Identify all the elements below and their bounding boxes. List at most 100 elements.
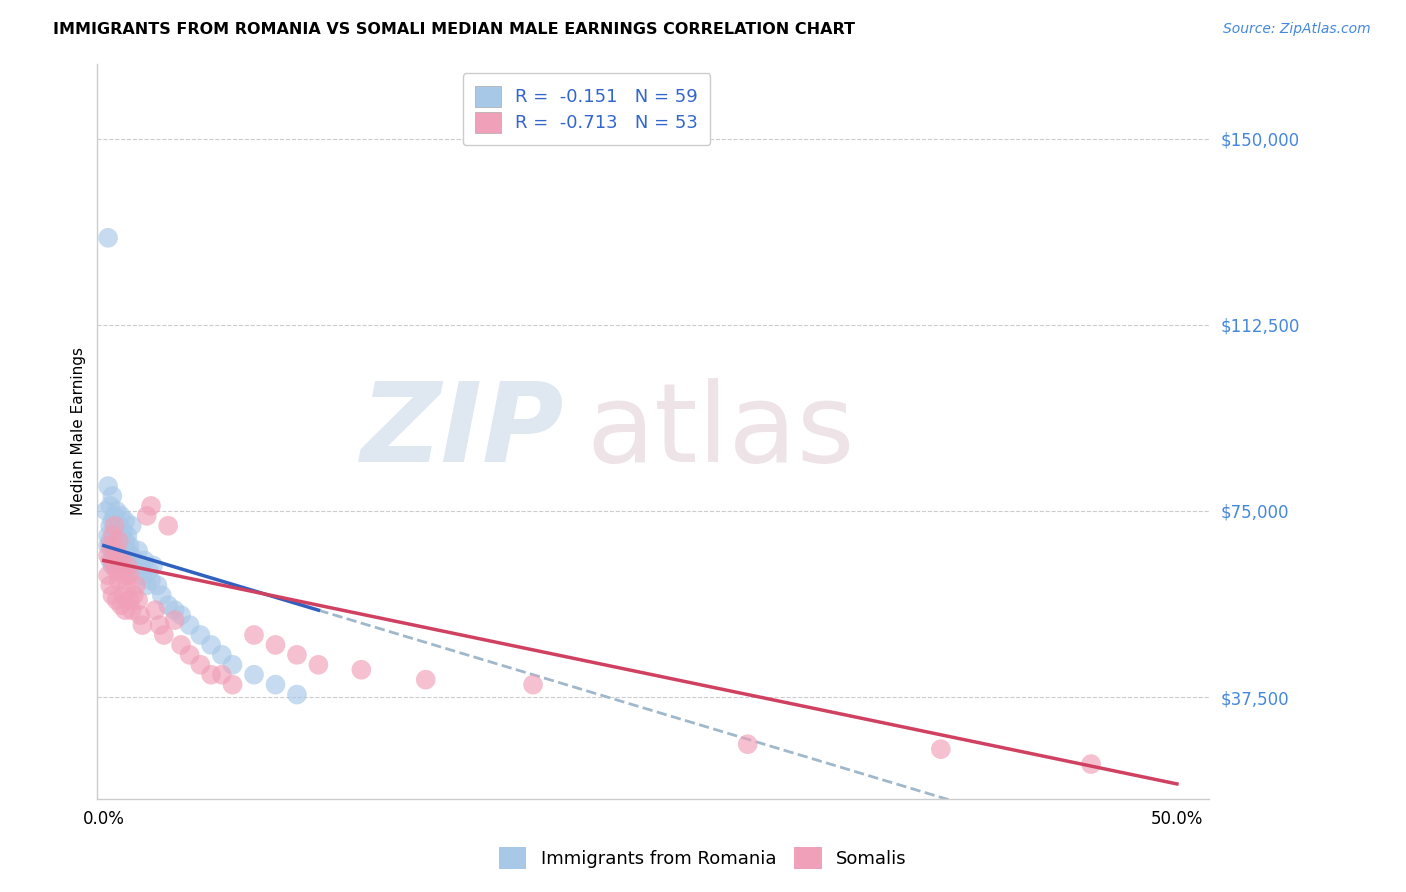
- Point: [350, 663, 373, 677]
- Text: ZIP: ZIP: [361, 378, 564, 485]
- Point: [146, 578, 169, 592]
- Point: [105, 504, 128, 518]
- Point: [98, 553, 121, 567]
- Point: [110, 529, 132, 543]
- Point: [190, 628, 212, 642]
- Point: [153, 628, 176, 642]
- Point: [97, 568, 120, 582]
- Point: [1080, 757, 1102, 772]
- Point: [94, 504, 117, 518]
- Point: [200, 638, 222, 652]
- Point: [170, 608, 193, 623]
- Point: [110, 543, 132, 558]
- Point: [117, 543, 139, 558]
- Point: [114, 533, 136, 548]
- Point: [179, 648, 201, 662]
- Point: [139, 499, 162, 513]
- Point: [114, 514, 136, 528]
- Point: [97, 479, 120, 493]
- Point: [737, 737, 759, 751]
- Point: [122, 553, 145, 567]
- Point: [211, 667, 233, 681]
- Point: [101, 489, 124, 503]
- Point: [163, 603, 186, 617]
- Point: [134, 553, 156, 567]
- Point: [118, 558, 141, 573]
- Point: [108, 533, 131, 548]
- Point: [127, 543, 149, 558]
- Point: [103, 529, 125, 543]
- Point: [522, 678, 544, 692]
- Point: [103, 558, 125, 573]
- Point: [101, 529, 124, 543]
- Point: [97, 529, 120, 543]
- Point: [129, 608, 152, 623]
- Point: [129, 558, 152, 573]
- Point: [150, 588, 173, 602]
- Point: [142, 558, 165, 573]
- Point: [117, 529, 139, 543]
- Point: [285, 648, 308, 662]
- Point: [97, 231, 120, 245]
- Point: [110, 508, 132, 523]
- Point: [163, 613, 186, 627]
- Point: [112, 588, 135, 602]
- Point: [143, 603, 166, 617]
- Point: [101, 588, 124, 602]
- Point: [97, 539, 120, 553]
- Point: [243, 628, 266, 642]
- Point: [98, 539, 121, 553]
- Point: [131, 618, 153, 632]
- Point: [97, 549, 120, 563]
- Point: [221, 678, 243, 692]
- Point: [101, 553, 124, 567]
- Point: [112, 564, 135, 578]
- Point: [112, 524, 135, 538]
- Point: [221, 657, 243, 672]
- Point: [101, 558, 124, 573]
- Point: [103, 549, 125, 563]
- Point: [110, 598, 132, 612]
- Point: [264, 638, 287, 652]
- Point: [108, 553, 131, 567]
- Point: [121, 603, 143, 617]
- Point: [98, 533, 121, 548]
- Point: [118, 539, 141, 553]
- Point: [190, 657, 212, 672]
- Point: [285, 688, 308, 702]
- Point: [98, 518, 121, 533]
- Point: [108, 574, 131, 588]
- Point: [179, 618, 201, 632]
- Point: [105, 524, 128, 538]
- Text: IMMIGRANTS FROM ROMANIA VS SOMALI MEDIAN MALE EARNINGS CORRELATION CHART: IMMIGRANTS FROM ROMANIA VS SOMALI MEDIAN…: [53, 22, 855, 37]
- Point: [127, 593, 149, 607]
- Point: [105, 539, 128, 553]
- Point: [101, 543, 124, 558]
- Legend: Immigrants from Romania, Somalis: Immigrants from Romania, Somalis: [491, 838, 915, 879]
- Text: atlas: atlas: [586, 378, 855, 485]
- Point: [125, 578, 148, 592]
- Point: [135, 578, 157, 592]
- Point: [121, 518, 143, 533]
- Point: [98, 578, 121, 592]
- Point: [118, 568, 141, 582]
- Point: [114, 603, 136, 617]
- Legend: R =  -0.151   N = 59, R =  -0.713   N = 53: R = -0.151 N = 59, R = -0.713 N = 53: [463, 73, 710, 145]
- Point: [117, 558, 139, 573]
- Point: [103, 508, 125, 523]
- Point: [200, 667, 222, 681]
- Point: [135, 508, 157, 523]
- Point: [170, 638, 193, 652]
- Point: [110, 553, 132, 567]
- Point: [929, 742, 952, 756]
- Point: [108, 518, 131, 533]
- Point: [105, 564, 128, 578]
- Point: [114, 553, 136, 567]
- Text: Source: ZipAtlas.com: Source: ZipAtlas.com: [1223, 22, 1371, 37]
- Point: [122, 588, 145, 602]
- Point: [125, 564, 148, 578]
- Point: [211, 648, 233, 662]
- Point: [108, 533, 131, 548]
- Y-axis label: Median Male Earnings: Median Male Earnings: [72, 348, 86, 516]
- Point: [139, 574, 162, 588]
